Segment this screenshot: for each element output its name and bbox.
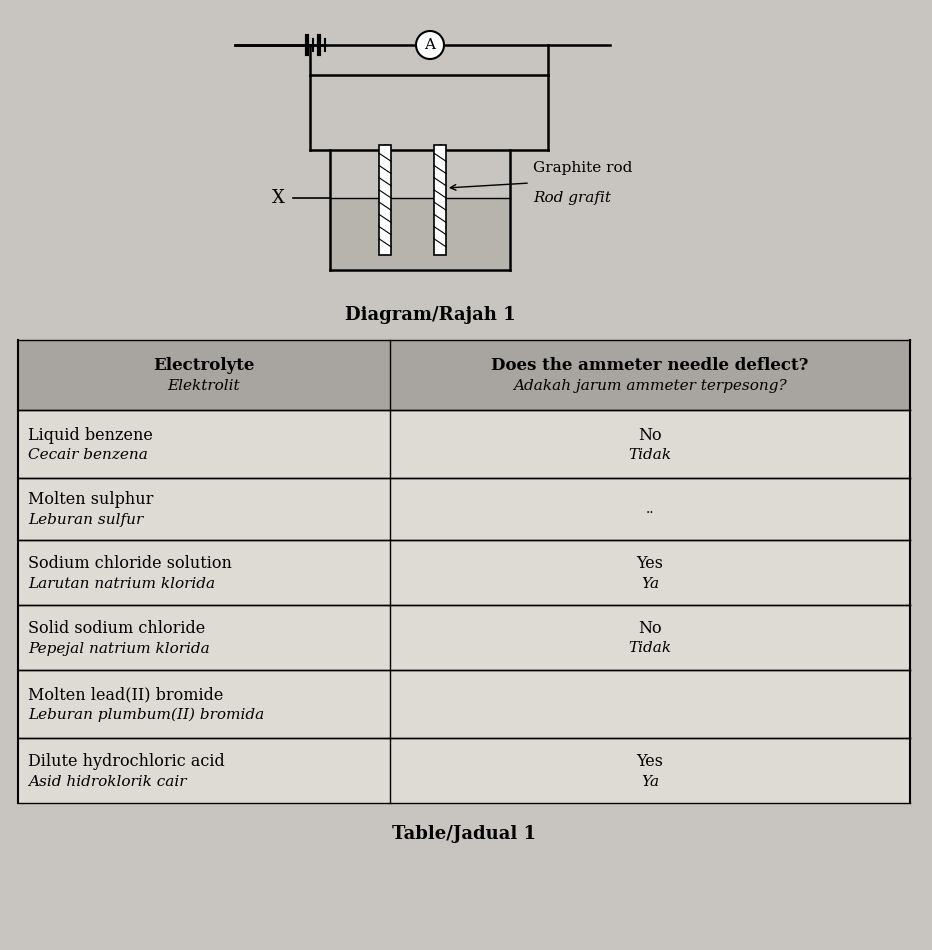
Text: ..: .. bbox=[646, 502, 654, 516]
Text: Leburan sulfur: Leburan sulfur bbox=[28, 513, 144, 527]
Text: No: No bbox=[638, 620, 662, 637]
Text: Does the ammeter needle deflect?: Does the ammeter needle deflect? bbox=[491, 357, 809, 374]
Text: Graphite rod: Graphite rod bbox=[533, 161, 633, 175]
Text: Dilute hydrochloric acid: Dilute hydrochloric acid bbox=[28, 753, 225, 770]
Text: Adakah jarum ammeter terpesong?: Adakah jarum ammeter terpesong? bbox=[514, 379, 787, 393]
Bar bbox=[434, 145, 446, 255]
Text: Ya: Ya bbox=[641, 577, 659, 591]
Text: Asid hidroklorik cair: Asid hidroklorik cair bbox=[28, 774, 186, 788]
Bar bbox=[379, 145, 391, 255]
Text: Yes: Yes bbox=[637, 555, 664, 572]
Text: Rod grafit: Rod grafit bbox=[533, 191, 611, 205]
Text: Cecair benzena: Cecair benzena bbox=[28, 448, 148, 462]
Text: Molten lead(II) bromide: Molten lead(II) bromide bbox=[28, 687, 224, 704]
Bar bbox=[18, 478, 910, 540]
Text: X: X bbox=[272, 189, 285, 207]
Bar bbox=[18, 410, 910, 478]
Text: Sodium chloride solution: Sodium chloride solution bbox=[28, 555, 232, 572]
Text: Electrolyte: Electrolyte bbox=[153, 357, 254, 374]
Text: Yes: Yes bbox=[637, 753, 664, 770]
Text: Tidak: Tidak bbox=[628, 641, 672, 655]
Bar bbox=[18, 340, 910, 410]
Text: Liquid benzene: Liquid benzene bbox=[28, 427, 153, 444]
Text: No: No bbox=[638, 427, 662, 444]
Text: Ya: Ya bbox=[641, 774, 659, 788]
Text: Solid sodium chloride: Solid sodium chloride bbox=[28, 620, 205, 637]
Text: Molten sulphur: Molten sulphur bbox=[28, 491, 154, 508]
Bar bbox=[18, 670, 910, 738]
Text: A: A bbox=[424, 38, 435, 52]
Text: Larutan natrium klorida: Larutan natrium klorida bbox=[28, 577, 215, 591]
Bar bbox=[18, 605, 910, 670]
Text: Table/Jadual 1: Table/Jadual 1 bbox=[392, 825, 536, 843]
Text: Pepejal natrium klorida: Pepejal natrium klorida bbox=[28, 641, 210, 655]
Text: Elektrolit: Elektrolit bbox=[168, 379, 240, 393]
Text: Tidak: Tidak bbox=[628, 448, 672, 462]
Bar bbox=[18, 540, 910, 605]
Text: Leburan plumbum(II) bromida: Leburan plumbum(II) bromida bbox=[28, 708, 265, 722]
Circle shape bbox=[416, 31, 444, 59]
Bar bbox=[18, 738, 910, 803]
Text: Diagram/Rajah 1: Diagram/Rajah 1 bbox=[345, 306, 515, 324]
Bar bbox=[331, 198, 509, 269]
